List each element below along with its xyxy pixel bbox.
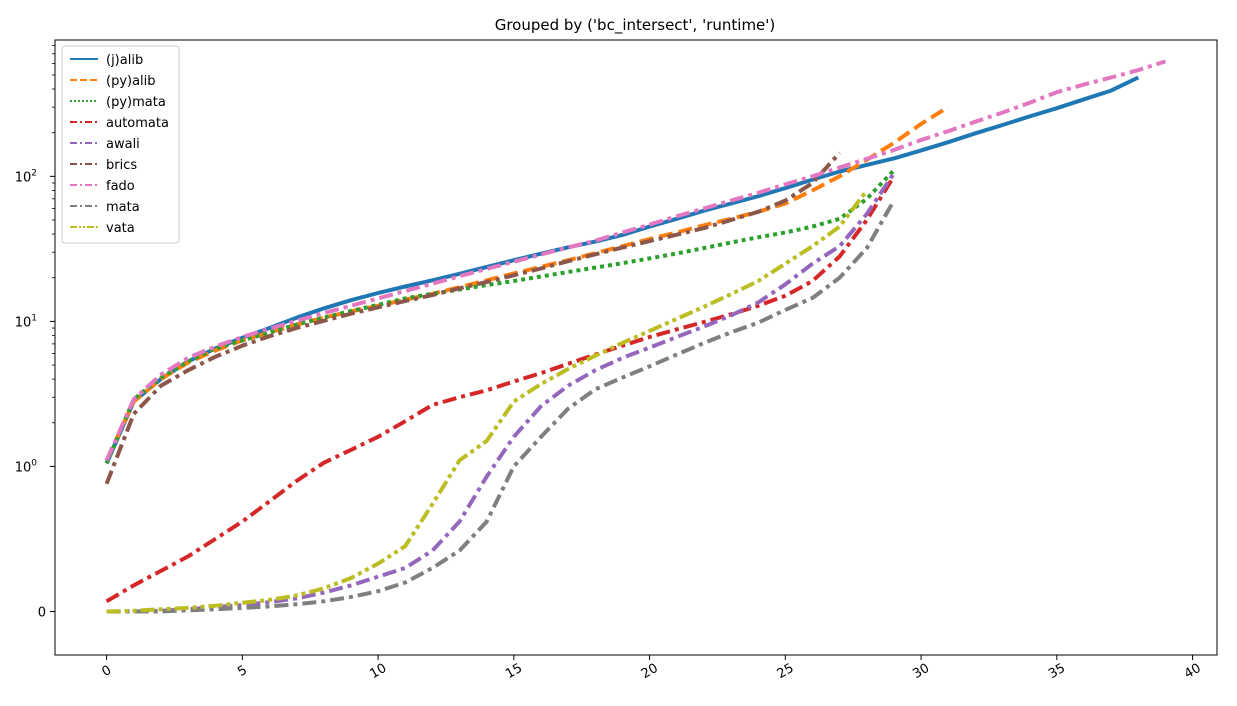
- series-line: [104, 151, 842, 485]
- series-line: [104, 75, 1140, 465]
- series-line: [106, 199, 896, 614]
- series-line: [104, 168, 896, 465]
- x-tick-label: 15: [503, 661, 525, 682]
- legend-label: vata: [106, 221, 135, 236]
- plot-frame: [54, 39, 1218, 656]
- series-line: [106, 172, 896, 614]
- y-axis: 0 100 101 102: [15, 44, 55, 620]
- x-tick-label: 30: [910, 661, 932, 682]
- series-line: [106, 189, 869, 614]
- chart-title: Grouped by ('bc_intersect', 'runtime'): [495, 16, 776, 35]
- series-line: [104, 59, 1167, 462]
- legend-label: fado: [106, 179, 135, 194]
- series-line: [105, 175, 896, 604]
- x-tick-label: 25: [775, 661, 797, 682]
- legend-box: [61, 45, 180, 244]
- plot-lines: [104, 59, 1167, 614]
- legend-label: awali: [106, 137, 140, 152]
- x-axis: 0 5 10 15 20 25 30 35 40: [99, 655, 1204, 682]
- legend-label: automata: [106, 116, 169, 131]
- legend-label: (j)alib: [106, 53, 143, 68]
- x-tick-label: 40: [1182, 661, 1204, 682]
- legend-label: mata: [106, 200, 140, 215]
- legend-label: (py)alib: [106, 74, 156, 89]
- x-tick-label: 5: [235, 663, 250, 680]
- x-tick-label: 20: [639, 661, 661, 682]
- x-tick-label: 10: [367, 661, 389, 682]
- series-line: [104, 105, 950, 462]
- legend: (j)alib (py)alib (py)mata automata awali bric…: [61, 45, 180, 244]
- y-tick-label: 101: [15, 313, 37, 330]
- y-tick-label: 100: [15, 458, 38, 475]
- x-tick-label: 35: [1046, 661, 1068, 682]
- y-tick-label: 0: [38, 605, 46, 620]
- legend-label: (py)mata: [106, 95, 166, 110]
- y-tick-label: 102: [15, 168, 37, 185]
- x-tick-label: 0: [99, 663, 114, 680]
- legend-label: brics: [106, 158, 137, 173]
